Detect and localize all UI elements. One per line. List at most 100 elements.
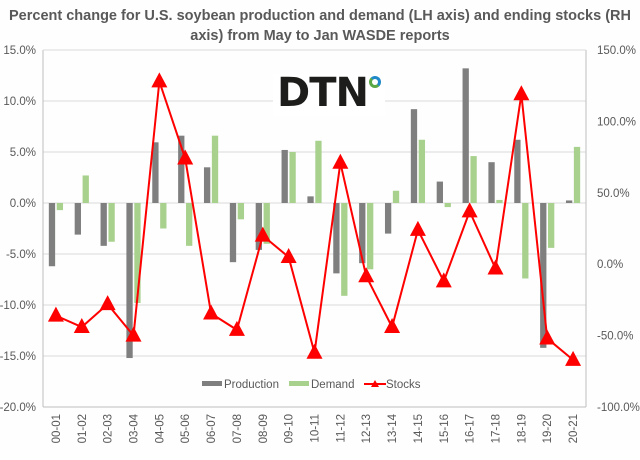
x-tick-label: 07-08 [232, 414, 244, 443]
legend-demand-label: Demand [311, 379, 354, 391]
stocks-marker [73, 318, 90, 334]
demand-bar [134, 203, 141, 303]
left-tick-label: -20.0% [0, 402, 36, 414]
production-bar [229, 203, 237, 263]
demand-bar [263, 203, 270, 244]
demand-bar [186, 203, 193, 246]
stocks-marker [565, 350, 582, 366]
production-bar [307, 196, 314, 203]
x-axis-ticks: 00-01 01-02 02-03 03-04 04-05 05-06 06-07 07-08… [51, 413, 580, 443]
x-tick-label: 06-07 [206, 414, 218, 443]
stocks-marker [125, 326, 142, 342]
right-tick-label: 50.0% [597, 188, 630, 200]
production-bar [410, 109, 418, 203]
right-tick-label: 0.0% [597, 259, 623, 271]
production-bar [540, 203, 547, 348]
left-tick-label: 0.0% [10, 198, 36, 210]
left-tick-label: 5.0% [10, 147, 36, 159]
x-tick-label: 14-15 [413, 414, 425, 443]
left-tick-label: -10.0% [0, 300, 36, 312]
legend-stocks-label: Stocks [386, 379, 421, 391]
demand-bar [237, 203, 245, 220]
x-tick-label: 19-20 [542, 414, 554, 443]
stocks-marker [151, 72, 168, 88]
production-bar [74, 203, 81, 235]
right-axis-ticks: 150.0% 100.0% 50.0% 0.0% -50.0% -100.0% [597, 45, 640, 414]
production-bar [281, 149, 288, 203]
demand-bar [289, 152, 296, 203]
production-bar [178, 135, 185, 203]
legend-production-label: Production [224, 379, 279, 391]
demand-bar [392, 190, 400, 203]
x-tick-label: 10-11 [310, 414, 322, 443]
right-tick-label: -50.0% [597, 331, 633, 343]
stocks-marker [435, 272, 452, 288]
stocks-marker [539, 329, 556, 345]
demand-bar [82, 175, 89, 203]
production-bar [48, 203, 56, 267]
stocks-marker [177, 149, 194, 165]
stocks-marker [384, 318, 401, 334]
stocks-marker [409, 220, 426, 236]
demand-bar [470, 156, 477, 203]
stocks-marker [487, 259, 504, 275]
legend-production-swatch [202, 381, 222, 386]
demand-bar [367, 203, 374, 270]
dtn-logo: DTN [273, 70, 385, 116]
stocks-marker [306, 343, 323, 359]
x-tick-label: 04-05 [154, 414, 166, 443]
production-bar [100, 203, 107, 246]
x-tick-label: 00-01 [51, 414, 63, 443]
x-tick-label: 15-16 [439, 414, 451, 443]
production-bar [333, 203, 340, 274]
stocks-marker [99, 295, 116, 311]
right-tick-label: -100.0% [597, 402, 640, 414]
x-tick-label: 20-21 [568, 414, 580, 443]
right-tick-label: 100.0% [597, 116, 636, 128]
production-bar [462, 68, 469, 203]
left-tick-label: 15.0% [3, 45, 36, 57]
demand-bar [56, 203, 64, 211]
x-tick-label: 18-19 [516, 414, 528, 443]
x-tick-label: 03-04 [129, 413, 141, 443]
demand-bar [522, 203, 529, 279]
x-tick-label: 12-13 [361, 414, 373, 443]
left-tick-label: -5.0% [6, 249, 36, 261]
left-tick-label: -15.0% [0, 351, 36, 363]
axes [42, 49, 587, 408]
production-bar [359, 203, 366, 264]
stocks-series-line [55, 81, 574, 361]
x-tick-label: 13-14 [387, 413, 399, 443]
production-bar [203, 167, 211, 203]
production-bar [255, 203, 262, 250]
x-tick-label: 08-09 [258, 414, 270, 443]
stocks-marker [203, 304, 220, 320]
right-tick-label: 150.0% [597, 45, 636, 57]
demand-bar [160, 203, 167, 229]
logo-circle-icon [369, 76, 381, 88]
demand-bar [496, 199, 503, 203]
production-bar [514, 139, 521, 203]
stocks-marker [47, 306, 64, 322]
stocks-marker [332, 153, 349, 169]
legend: Production Demand Stocks [202, 379, 421, 391]
left-tick-label: 10.0% [3, 96, 36, 108]
x-tick-label: 17-18 [491, 414, 503, 443]
demand-bar [315, 140, 322, 203]
demand-bar [573, 146, 581, 203]
stocks-marker [254, 226, 271, 242]
stocks-line [47, 72, 582, 366]
x-tick-label: 09-10 [284, 414, 296, 443]
x-tick-label: 02-03 [103, 414, 115, 443]
stocks-marker [280, 248, 297, 264]
x-tick-label: 16-17 [465, 414, 477, 443]
production-bar [565, 200, 573, 203]
x-tick-label: 05-06 [180, 414, 192, 443]
stocks-marker [358, 267, 375, 283]
stocks-marker [513, 85, 530, 101]
demand-bar [418, 139, 426, 203]
x-tick-label: 01-02 [77, 414, 89, 443]
production-bar [384, 203, 392, 234]
stocks-marker [228, 320, 245, 336]
